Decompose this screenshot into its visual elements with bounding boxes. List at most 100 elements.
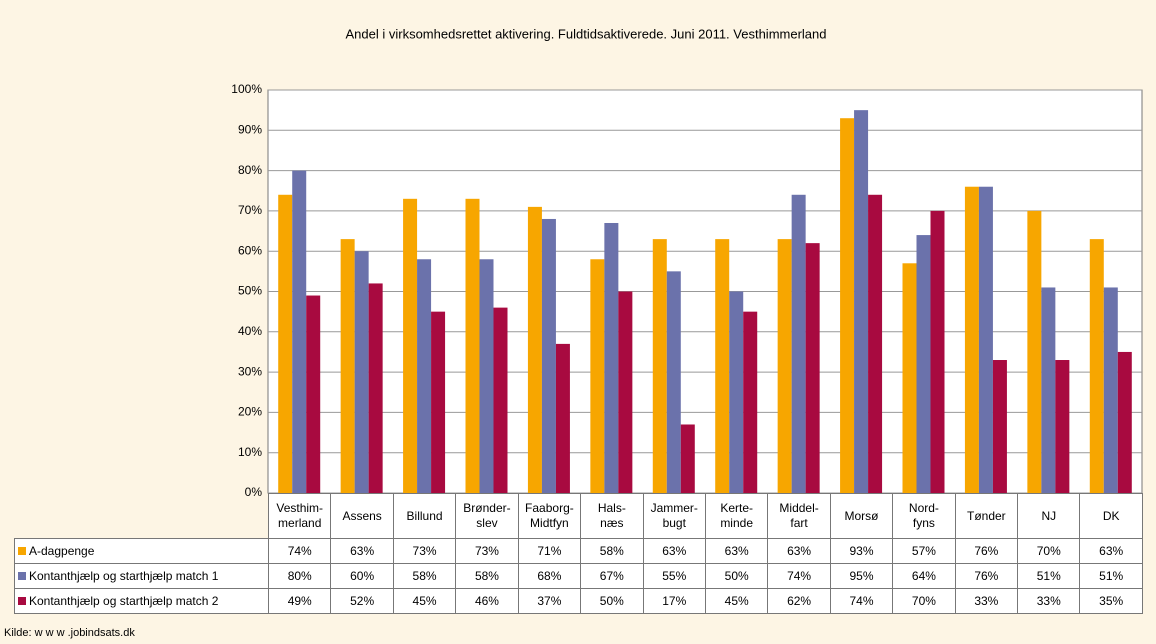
x-tick-label: Nord- fyns <box>892 493 956 539</box>
y-tick-label: 40% <box>238 324 262 338</box>
x-tick-label: Brønder- slev <box>455 493 519 539</box>
y-tick-label: 90% <box>238 122 262 136</box>
data-label: 62% <box>767 588 831 614</box>
data-label: 58% <box>580 538 644 564</box>
legend-swatch <box>18 546 26 555</box>
bar <box>278 194 293 493</box>
data-label: 50% <box>580 588 644 614</box>
bar <box>743 311 758 493</box>
y-tick-label: 0% <box>245 485 263 499</box>
data-label: 50% <box>704 563 769 589</box>
x-tick-label: Vesthim- merland <box>267 493 332 539</box>
legend-label: A-dagpenge <box>29 543 95 558</box>
data-label: 63% <box>1079 538 1143 564</box>
data-label: 74% <box>767 563 831 589</box>
data-label: 58% <box>455 563 519 589</box>
data-label: 63% <box>704 538 769 564</box>
series-row: Kontanthjælp og starthjælp match 2 49% 52%… <box>14 588 1143 614</box>
bar <box>555 343 570 493</box>
bar <box>777 239 792 493</box>
bar <box>618 291 633 493</box>
data-table: Vesthim- merland Assens Billund Brønder- sl… <box>14 493 1143 614</box>
header-row: Vesthim- merland Assens Billund Brønder- sl… <box>15 493 1143 539</box>
bar <box>1103 287 1118 493</box>
bar <box>306 295 321 493</box>
bar <box>340 239 355 493</box>
chart-title: Andel i virksomhedsrettet aktivering. Fu… <box>346 26 827 41</box>
data-label: 45% <box>392 588 457 614</box>
x-tick-label: Tønder <box>954 493 1019 539</box>
bar <box>840 118 855 494</box>
bar <box>1027 210 1042 493</box>
bar <box>354 251 369 493</box>
data-label: 74% <box>267 538 332 564</box>
bar <box>854 110 869 494</box>
y-tick-label: 100% <box>231 82 262 96</box>
series-row: Kontanthjælp og starthjælp match 1 80% 60%… <box>14 563 1143 589</box>
bar <box>541 218 556 493</box>
x-tick-label: Faaborg- Midtfyn <box>517 493 582 539</box>
bar <box>930 210 945 493</box>
data-label: 93% <box>829 538 894 564</box>
data-label: 80% <box>267 563 332 589</box>
bar <box>465 198 480 493</box>
bar <box>964 186 979 493</box>
bar <box>431 311 446 493</box>
bar <box>666 271 681 493</box>
bar <box>527 206 542 493</box>
bar <box>729 291 744 493</box>
bar <box>652 239 667 493</box>
data-label: 55% <box>642 563 706 589</box>
data-label: 33% <box>954 588 1019 614</box>
x-tick-label: Hals- næs <box>580 493 644 539</box>
bar <box>916 235 931 493</box>
data-label: 74% <box>829 588 894 614</box>
data-label: 63% <box>330 538 394 564</box>
bar <box>590 259 605 493</box>
data-label: 49% <box>267 588 332 614</box>
legend-cell: A-dagpenge <box>14 538 269 564</box>
bar <box>902 263 917 493</box>
x-tick-label: DK <box>1079 493 1143 539</box>
x-tick-label: Jammer- bugt <box>642 493 706 539</box>
bar <box>1117 351 1132 493</box>
x-tick-label: Middel- fart <box>767 493 831 539</box>
y-tick-label: 80% <box>238 163 262 177</box>
x-tick-label: Billund <box>392 493 457 539</box>
data-label: 45% <box>704 588 769 614</box>
legend-cell: Kontanthjælp og starthjælp match 2 <box>14 588 269 614</box>
y-tick-label: 30% <box>238 364 262 378</box>
data-label: 67% <box>580 563 644 589</box>
data-label: 17% <box>642 588 706 614</box>
y-tick-label: 60% <box>238 243 262 257</box>
x-tick-label: Morsø <box>829 493 894 539</box>
bar <box>604 222 619 494</box>
x-tick-label: Kerte- minde <box>704 493 769 539</box>
bar <box>292 170 307 493</box>
data-label: 51% <box>1017 563 1081 589</box>
series-row: A-dagpenge 74% 63% 73% 73% 71% 58% 63% 63% 63% 93%… <box>14 538 1143 564</box>
bar <box>1055 360 1070 493</box>
data-label: 35% <box>1079 588 1143 614</box>
bar <box>680 424 695 493</box>
bar <box>978 186 993 493</box>
bar <box>417 259 432 493</box>
bar <box>1041 287 1056 493</box>
data-label: 95% <box>829 563 894 589</box>
bar <box>868 194 883 493</box>
data-label: 58% <box>392 563 457 589</box>
legend-label: Kontanthjælp og starthjælp match 2 <box>29 593 219 608</box>
data-label: 70% <box>892 588 956 614</box>
data-label: 52% <box>330 588 394 614</box>
data-label: 76% <box>954 538 1019 564</box>
data-label: 63% <box>642 538 706 564</box>
legend-swatch <box>18 571 26 580</box>
y-tick-label: 20% <box>238 405 262 419</box>
y-tick-label: 50% <box>238 284 262 298</box>
data-label: 60% <box>330 563 394 589</box>
bar <box>1089 239 1104 493</box>
y-tick-label: 70% <box>238 203 262 217</box>
bar <box>403 198 418 493</box>
bar <box>479 259 494 493</box>
